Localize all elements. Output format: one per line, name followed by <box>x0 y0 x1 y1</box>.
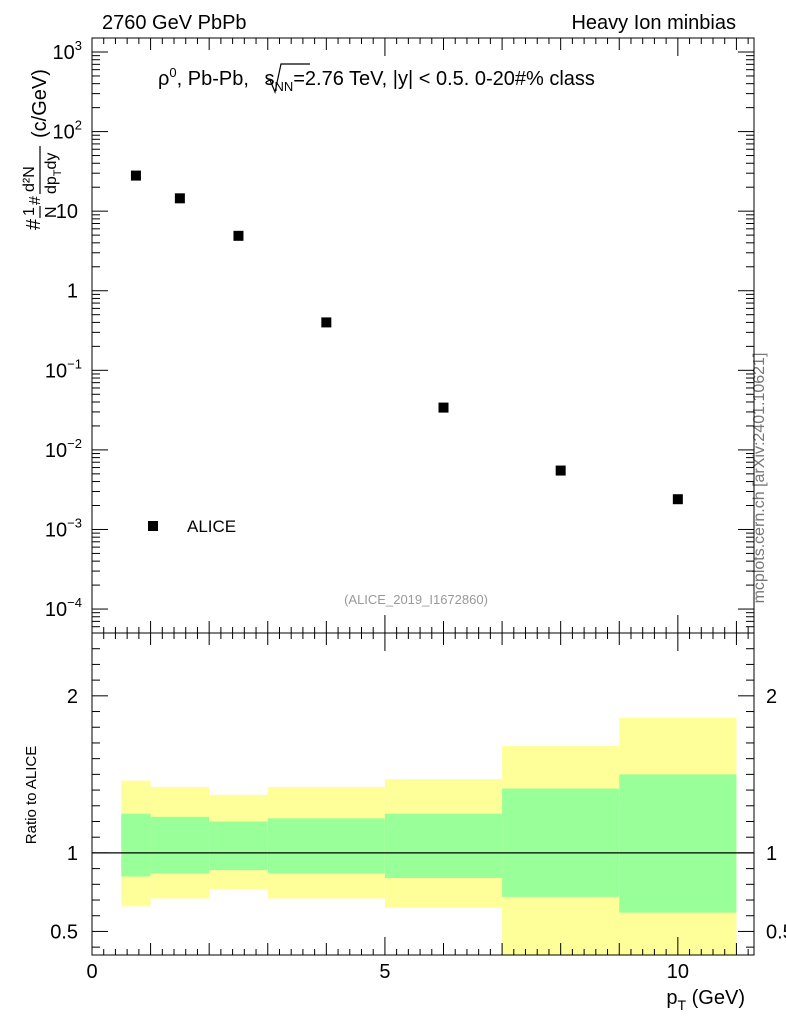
main-y-tick-label: 10−2 <box>45 436 82 462</box>
ratio-inner-band <box>267 818 385 874</box>
ratio-x-ticks <box>91 633 749 955</box>
x-tick-label: 10 <box>667 961 689 983</box>
ratio-y-tick-label-right: 2 <box>766 686 777 708</box>
legend-label: ALICE <box>187 517 236 536</box>
data-point <box>438 402 449 413</box>
main-y-tick-label: 10 <box>56 201 78 223</box>
main-ylabel: # 1 N # d²N dpTdy (c/GeV) <box>21 69 64 230</box>
ratio-inner-band <box>121 813 151 877</box>
ratio-inner-band <box>209 821 268 871</box>
ratio-tick-labels: 0.5 0.5 1 1 2 2 0 5 10 <box>50 686 786 983</box>
ratio-inner-band <box>150 816 210 874</box>
data-point <box>555 465 566 476</box>
side-label: mcplots.cern.ch [arXiv:2401.10621] <box>751 353 768 604</box>
x-tick-label: 0 <box>86 961 97 983</box>
main-y-tick-label: 103 <box>53 38 82 64</box>
svg-text:N: N <box>43 206 60 218</box>
sqrt-symbol <box>265 63 310 95</box>
ratio-inner-band <box>619 774 737 913</box>
main-y-tick-label: 102 <box>53 118 82 144</box>
main-y-ticks <box>92 51 754 634</box>
svg-text:#: # <box>23 218 45 230</box>
data-point <box>233 230 244 241</box>
ratio-y-tick-label-left: 1 <box>67 843 78 865</box>
svg-text:1: 1 <box>21 207 38 216</box>
x-tick-label: 5 <box>379 961 390 983</box>
ratio-y-tick-label-left: 0.5 <box>50 921 78 943</box>
main-y-tick-label: 1 <box>67 281 78 303</box>
ratio-frame <box>91 632 755 956</box>
watermark: (ALICE_2019_I1672860) <box>344 592 488 607</box>
main-title: ρ0, Pb-Pb, sNN=2.76 TeV, |y| < 0.5. 0-20… <box>158 65 595 94</box>
data-point <box>672 494 683 505</box>
ratio-bands <box>121 717 737 955</box>
main-y-tick-label: 10−1 <box>45 356 82 382</box>
main-x-ticks <box>91 38 749 633</box>
main-frame <box>91 37 755 634</box>
ratio-y-tick-label-right: 0.5 <box>766 921 786 943</box>
ratio-panel: 0.5 0.5 1 1 2 2 0 5 10 Ratio to ALICE pT (GeV) <box>23 632 786 1013</box>
svg-text:d²N: d²N <box>21 166 38 192</box>
header-left-label: 2760 GeV PbPb <box>102 12 247 34</box>
svg-text:(c/GeV): (c/GeV) <box>29 69 51 138</box>
legend-marker <box>148 521 158 531</box>
ratio-inner-band <box>502 788 620 897</box>
ratio-y-ticks <box>92 632 754 948</box>
x-axis-label: pT (GeV) <box>666 987 745 1013</box>
ratio-y-tick-label-left: 2 <box>67 686 78 708</box>
svg-text:dpTdy: dpTdy <box>43 153 64 194</box>
data-point <box>174 193 185 204</box>
svg-text:#: # <box>27 196 44 205</box>
main-y-tick-label: 10−4 <box>45 595 82 621</box>
ratio-inner-band <box>384 813 503 879</box>
header-right-label: Heavy Ion minbias <box>571 12 736 34</box>
main-data-points <box>130 170 683 505</box>
data-point <box>130 170 141 181</box>
main-y-tick-label: 10−3 <box>45 515 82 541</box>
ratio-ylabel: Ratio to ALICE <box>23 746 40 844</box>
data-point <box>321 317 332 328</box>
ratio-y-tick-label-right: 1 <box>766 843 777 865</box>
